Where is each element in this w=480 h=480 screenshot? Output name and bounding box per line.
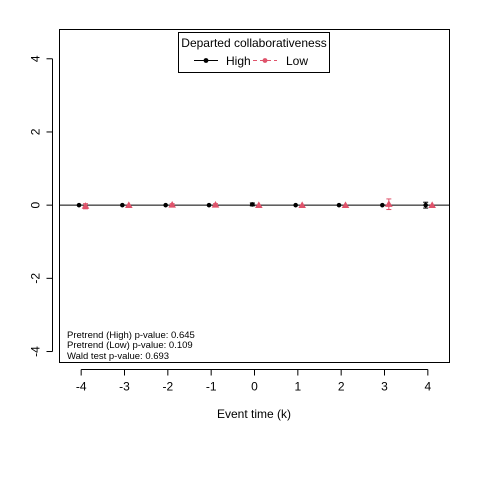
legend-marker-high [203, 58, 209, 63]
point-high [163, 202, 168, 208]
point-high [76, 202, 82, 208]
x-tick-label: 0 [251, 380, 258, 394]
point-high [293, 202, 298, 208]
point-high [206, 202, 212, 208]
x-tick-label: -4 [76, 380, 87, 394]
point-low [211, 200, 220, 208]
y-tick-label: 4 [29, 55, 43, 62]
point-high [120, 202, 125, 208]
point-high [250, 202, 255, 207]
point-low [125, 201, 133, 208]
legend-box [178, 32, 330, 73]
legend-label-high: High [226, 54, 251, 68]
y-tick-label: -2 [29, 273, 43, 284]
point-low [255, 201, 263, 208]
point-low [341, 201, 350, 208]
point-low [385, 200, 393, 207]
x-tick-label: 2 [338, 380, 345, 394]
legend-marker-low [262, 58, 268, 63]
x-tick-label: -2 [162, 380, 173, 394]
y-tick-label: -4 [29, 346, 43, 357]
point-high [423, 202, 428, 208]
annotation-pretrend-low: Pretrend (Low) p-value: 0.109 [67, 340, 193, 351]
x-tick-label: 1 [294, 380, 301, 394]
x-tick-label: 3 [381, 380, 388, 394]
annotation-pretrend-high: Pretrend (High) p-value: 0.645 [67, 330, 195, 341]
annotation-wald-test: Wald test p-value: 0.693 [67, 351, 169, 362]
point-high [380, 202, 385, 208]
legend-label-low: Low [286, 54, 308, 68]
point-low [428, 201, 436, 208]
point-low [298, 201, 306, 208]
point-low [81, 202, 90, 209]
x-tick-label: -3 [119, 380, 130, 394]
plot-frame [59, 29, 450, 363]
y-tick-label: 2 [29, 128, 43, 135]
x-tick-label: 4 [424, 380, 431, 394]
annotations: Pretrend (High) p-value: 0.645 Pretrend … [67, 330, 195, 362]
x-tick-label: -1 [206, 380, 217, 394]
point-high [336, 202, 342, 208]
legend: Departed collaborativeness High Low [178, 32, 330, 73]
y-tick-label: 0 [29, 201, 43, 208]
legend-title: Departed collaborativeness [181, 36, 326, 50]
point-low [168, 200, 176, 208]
x-axis-label: Event time (k) [217, 407, 291, 421]
